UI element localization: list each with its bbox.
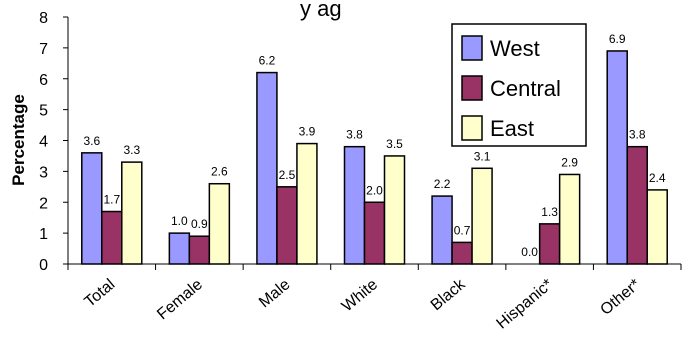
- bar-east-4: [471, 167, 493, 265]
- bar-central-2: [276, 186, 298, 265]
- bar-central-3: [363, 201, 386, 265]
- y-axis-title: Percentage: [9, 94, 28, 186]
- bar-west-4: [431, 195, 453, 265]
- bar-west-6: [606, 50, 628, 265]
- data-label-west-6: 6.9: [609, 32, 626, 46]
- legend-swatch-east: [461, 115, 483, 141]
- x-axis-labels: Total Female Male White Black Hispanic* Other*: [82, 275, 644, 332]
- bar-west-0: [81, 152, 103, 265]
- data-label-central-3: 2.0: [366, 183, 383, 197]
- bar-east-6: [646, 189, 668, 265]
- data-label-central-2: 2.5: [279, 168, 296, 182]
- legend-swatch-central: [461, 75, 483, 101]
- data-label-east-3: 3.5: [386, 137, 403, 151]
- legend-label-central: Central: [490, 76, 561, 101]
- bar-central-4: [451, 241, 473, 265]
- x-tick-label-0: Total: [82, 276, 119, 311]
- y-tick-label-4: 4: [39, 134, 48, 151]
- x-tick-label-3: White: [339, 276, 381, 315]
- data-label-central-4: 0.7: [454, 223, 471, 237]
- bar-east-2: [296, 142, 318, 265]
- bar-east-0: [121, 161, 143, 265]
- bar-central-1: [188, 235, 211, 265]
- data-label-central-1: 0.9: [191, 217, 208, 231]
- y-tick-label-1: 1: [39, 226, 48, 243]
- data-label-east-6: 2.4: [649, 171, 666, 185]
- bar-central-0: [101, 210, 123, 265]
- legend: West Central East: [451, 23, 587, 147]
- legend-label-west: West: [490, 36, 540, 61]
- y-tick-label-3: 3: [39, 164, 48, 181]
- plot-area: 3.6 1.7 3.3 1.0 0.9 2.6 6.2 2.5 3.9 3.8 2.0 3.5 2.2 0…: [81, 32, 668, 265]
- legend-swatch-west: [461, 35, 483, 61]
- bar-west-1: [168, 232, 191, 265]
- data-label-west-2: 6.2: [259, 54, 276, 68]
- y-tick-label-5: 5: [39, 103, 48, 120]
- data-label-east-4: 3.1: [474, 149, 491, 163]
- bar-west-2: [256, 71, 278, 265]
- data-label-east-0: 3.3: [123, 143, 140, 157]
- y-tick-label-2: 2: [39, 195, 48, 212]
- y-tick-label-7: 7: [39, 41, 48, 58]
- data-label-west-5: 0.0: [521, 245, 538, 259]
- data-label-west-0: 3.6: [83, 134, 100, 148]
- x-tick-label-1: Female: [154, 276, 206, 323]
- legend-label-east: East: [490, 116, 534, 141]
- x-tick-label-4: Black: [428, 275, 470, 314]
- data-label-east-2: 3.9: [299, 125, 316, 139]
- data-label-central-5: 1.3: [541, 205, 558, 219]
- bar-central-6: [626, 145, 648, 265]
- data-label-east-5: 2.9: [561, 155, 578, 169]
- bar-east-3: [383, 155, 406, 265]
- bar-west-3: [343, 145, 366, 265]
- data-label-central-0: 1.7: [103, 193, 120, 207]
- y-axis-ticks: 0 1 2 3 4 5 6 7 8: [39, 10, 68, 274]
- bar-east-1: [208, 182, 231, 265]
- data-label-west-3: 3.8: [346, 128, 363, 142]
- x-tick-label-2: Male: [256, 276, 294, 311]
- bar-central-5: [538, 223, 561, 265]
- y-tick-label-8: 8: [39, 10, 48, 27]
- x-tick-label-5: Hispanic*: [494, 276, 557, 332]
- x-tick-label-6: Other*: [597, 276, 643, 319]
- data-label-west-1: 1.0: [171, 214, 188, 228]
- data-label-east-1: 2.6: [211, 165, 228, 179]
- y-tick-label-0: 0: [39, 257, 48, 274]
- y-tick-label-6: 6: [39, 72, 48, 89]
- bar-east-5: [558, 173, 581, 265]
- data-label-central-6: 3.8: [629, 128, 646, 142]
- chart-title-fragment: y ag: [300, 0, 342, 21]
- data-label-west-4: 2.2: [434, 177, 451, 191]
